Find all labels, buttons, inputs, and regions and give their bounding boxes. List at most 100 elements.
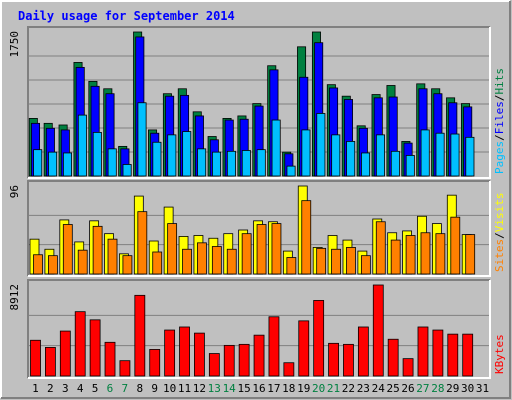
panel-visits-sites-bar-sites-day-20 xyxy=(316,247,327,275)
panel-visits-sites-bar-sites-day-19 xyxy=(301,200,312,275)
panel-kbytes-legend: KBytes xyxy=(493,334,506,374)
panel-pages-files-hits-bar-pages-day-12 xyxy=(197,148,207,177)
panel-kbytes-bar-kbytes-day-26 xyxy=(402,358,414,377)
x-tick-label-day-26: 26 xyxy=(401,382,414,395)
x-tick-label-day-12: 12 xyxy=(193,382,206,395)
panel-visits-sites-bar-sites-day-12 xyxy=(197,242,207,275)
panel-visits-sites-legend: Sites/Visits xyxy=(493,193,506,273)
panel-pages-files-hits-legend-separator: / xyxy=(493,95,506,102)
panel-kbytes-bar-kbytes-day-22 xyxy=(343,343,354,377)
panel-kbytes-bar-kbytes-day-27 xyxy=(417,326,429,377)
panel-visits-sites-bar-sites-day-4 xyxy=(77,249,88,275)
panel-pages-files-hits-legend-files: Files xyxy=(493,101,506,134)
x-tick-label-day-31: 31 xyxy=(476,382,489,395)
panel-pages-files-hits-bar-pages-day-21 xyxy=(331,134,341,177)
panel-visits-sites-bar-sites-day-6 xyxy=(107,238,118,275)
panel-visits-sites-bar-sites-day-25 xyxy=(390,239,401,275)
x-tick-label-day-18: 18 xyxy=(282,382,295,395)
panel-visits-sites-bar-sites-day-1 xyxy=(33,254,43,275)
x-tick-label-day-27: 27 xyxy=(416,382,429,395)
panel-kbytes-bar-kbytes-day-9 xyxy=(149,349,161,377)
panel-kbytes-bar-kbytes-day-14 xyxy=(223,344,235,377)
panel-kbytes-bar-kbytes-day-29 xyxy=(447,333,459,377)
panel-visits-sites-frame-edge-br xyxy=(28,181,491,277)
panel-pages-files-hits-bar-pages-day-11 xyxy=(182,131,192,177)
x-tick-label-day-2: 2 xyxy=(47,382,54,395)
panel-visits-sites-bar-sites-day-24 xyxy=(375,221,386,275)
panel-visits-sites-bar-sites-day-21 xyxy=(331,248,341,275)
panel-pages-files-hits-bar-pages-day-6 xyxy=(107,148,117,177)
panel-pages-files-hits-bar-pages-day-28 xyxy=(435,132,445,177)
x-tick-label-day-22: 22 xyxy=(342,382,355,395)
panel-visits-sites-bar-sites-day-9 xyxy=(152,251,163,275)
x-tick-label-day-11: 11 xyxy=(178,382,191,395)
panel-kbytes-bar-kbytes-day-2 xyxy=(45,347,56,377)
panel-visits-sites-bar-sites-day-29 xyxy=(450,216,461,275)
x-tick-label-day-20: 20 xyxy=(312,382,325,395)
panel-pages-files-hits-bar-pages-day-30 xyxy=(465,136,475,177)
panel-kbytes-bar-kbytes-day-18 xyxy=(283,362,295,377)
panel-kbytes-frame-edge-br xyxy=(28,280,491,379)
panel-pages-files-hits-bar-pages-day-17 xyxy=(271,119,281,177)
panel-kbytes-bar-kbytes-day-3 xyxy=(59,330,71,377)
panel-pages-files-hits-bar-pages-day-15 xyxy=(241,150,251,177)
panel-pages-files-hits-bar-pages-day-29 xyxy=(450,133,460,177)
panel-visits-sites-bar-sites-day-27 xyxy=(420,232,431,275)
panel-visits-sites-bar-sites-day-8 xyxy=(137,211,148,275)
x-tick-label-day-9: 9 xyxy=(151,382,158,395)
panel-kbytes-bar-kbytes-day-19 xyxy=(298,320,310,377)
panel-kbytes-bar-kbytes-day-10 xyxy=(164,329,176,377)
x-tick-label-day-8: 8 xyxy=(136,382,143,395)
panel-pages-files-hits-bar-pages-day-10 xyxy=(167,134,177,177)
x-tick-label-day-28: 28 xyxy=(431,382,444,395)
panel-visits-sites-bar-sites-day-14 xyxy=(226,248,237,275)
panel-pages-files-hits-bar-pages-day-16 xyxy=(256,149,266,177)
x-tick-label-day-19: 19 xyxy=(297,382,310,395)
x-tick-label-day-17: 17 xyxy=(267,382,280,395)
panel-visits-sites-bar-sites-day-16 xyxy=(256,224,267,275)
panel-pages-files-hits-bar-pages-day-8 xyxy=(137,102,147,177)
panel-pages-files-hits-frame-edge-br xyxy=(28,27,491,179)
panel-kbytes-legend-kbytes: KBytes xyxy=(493,334,506,374)
panel-visits-sites-bar-sites-day-17 xyxy=(271,223,282,275)
panel-pages-files-hits-ymax-label: 1750 xyxy=(8,31,21,58)
panel-kbytes-bar-kbytes-day-30 xyxy=(462,333,474,377)
panel-kbytes-bar-kbytes-day-8 xyxy=(134,294,146,377)
panel-pages-files-hits-bar-pages-day-26 xyxy=(405,155,415,177)
panel-visits-sites-bar-sites-day-10 xyxy=(167,223,178,275)
panel-pages-files-hits-bar-pages-day-7 xyxy=(122,164,132,177)
panel-kbytes-bar-kbytes-day-11 xyxy=(179,326,190,377)
panel-kbytes-bar-kbytes-day-5 xyxy=(89,319,101,377)
panel-pages-files-hits-frame-edge-tl xyxy=(27,26,490,178)
x-tick-label-day-10: 10 xyxy=(163,382,176,395)
panel-pages-files-hits-bar-pages-day-5 xyxy=(92,131,102,177)
panel-pages-files-hits-bar-pages-day-25 xyxy=(390,150,400,177)
panel-pages-files-hits-bar-pages-day-24 xyxy=(375,134,385,177)
panel-pages-files-hits-bar-pages-day-9 xyxy=(152,141,162,177)
panel-pages-files-hits-bar-pages-day-22 xyxy=(346,141,356,177)
panel-visits-sites-frame-edge-tl xyxy=(27,180,490,276)
panel-pages-files-hits-bar-pages-day-2 xyxy=(48,151,58,177)
panel-kbytes-bar-kbytes-day-4 xyxy=(74,311,86,377)
panel-visits-sites-bar-sites-day-13 xyxy=(211,246,222,275)
x-tick-label-day-3: 3 xyxy=(62,382,69,395)
panel-pages-files-hits-bar-pages-day-3 xyxy=(63,152,73,177)
panel-pages-files-hits-bar-pages-day-20 xyxy=(316,113,326,177)
x-tick-label-day-1: 1 xyxy=(32,382,39,395)
panel-kbytes-bar-kbytes-day-24 xyxy=(372,284,384,377)
panel-visits-sites-bar-sites-day-30 xyxy=(465,234,476,275)
panel-kbytes-bar-kbytes-day-7 xyxy=(119,360,131,377)
chart-title: Daily usage for September 2014 xyxy=(18,9,235,23)
panel-kbytes-bar-kbytes-day-23 xyxy=(357,326,369,377)
x-tick-label-day-15: 15 xyxy=(237,382,250,395)
x-tick-label-day-23: 23 xyxy=(357,382,370,395)
panel-pages-files-hits-bar-pages-day-19 xyxy=(301,129,311,177)
panel-pages-files-hits-bar-pages-day-13 xyxy=(212,151,222,177)
panel-pages-files-hits-bar-pages-day-14 xyxy=(226,150,236,177)
x-tick-label-day-24: 24 xyxy=(372,382,386,395)
x-tick-label-day-30: 30 xyxy=(461,382,474,395)
panel-visits-sites-bar-sites-day-2 xyxy=(48,255,58,275)
panel-visits-sites-bar-sites-day-18 xyxy=(286,257,297,275)
